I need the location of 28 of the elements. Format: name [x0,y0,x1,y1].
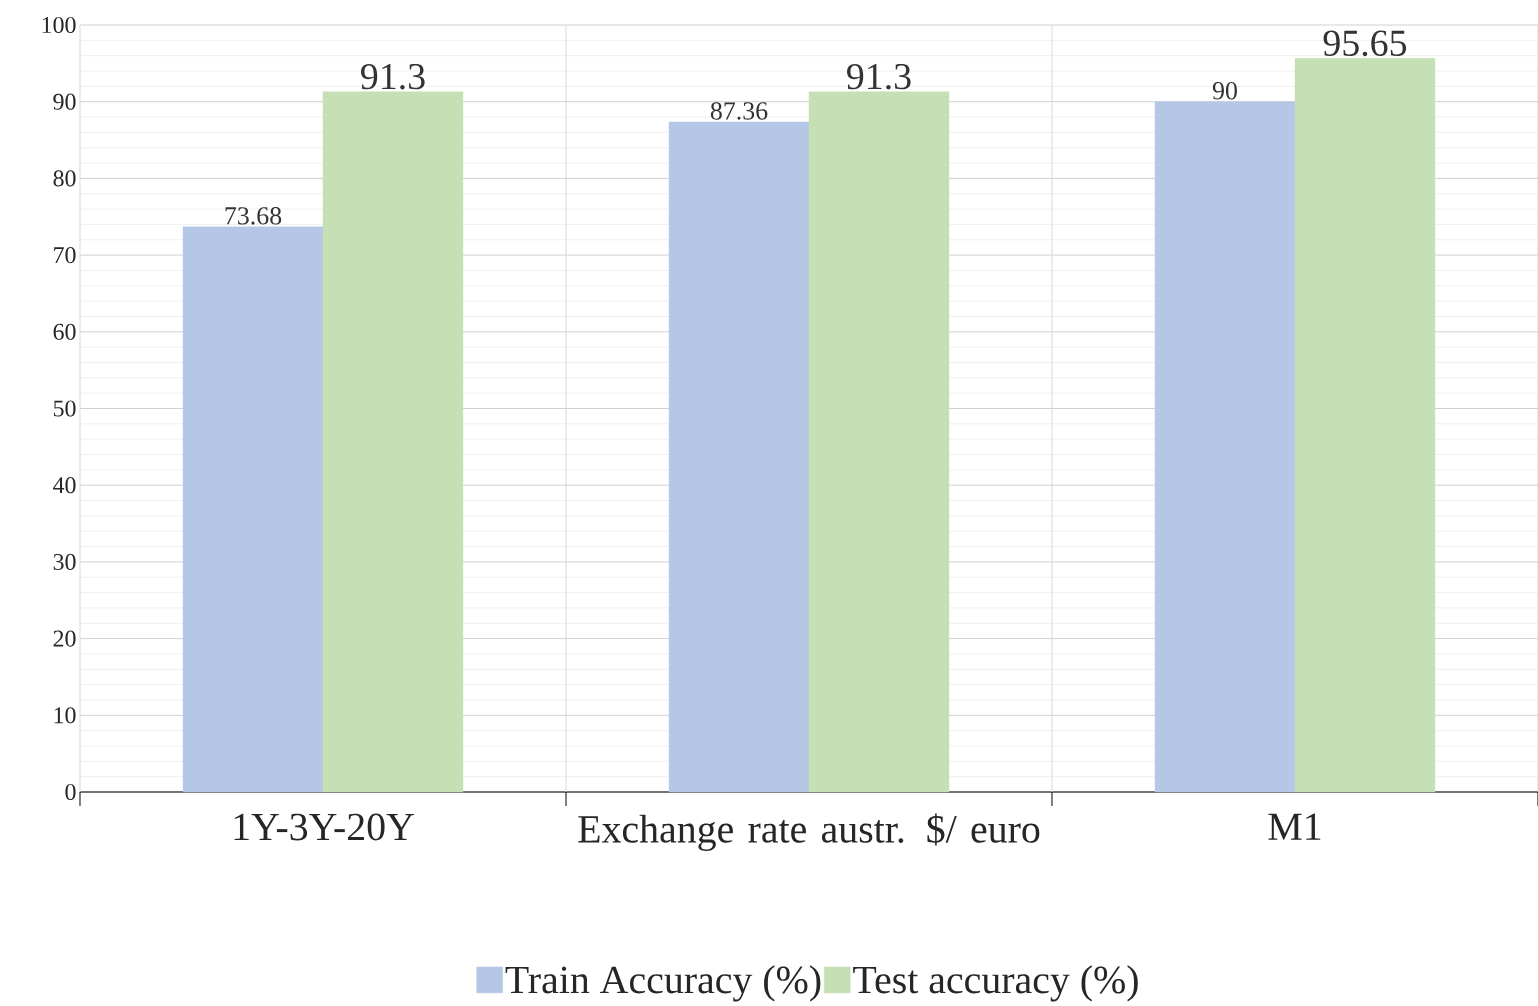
data-label: 91.3 [361,63,425,90]
data-label: 90 [1212,82,1237,100]
y-tick-label: 20 [53,630,76,647]
y-tick-label: 0 [65,783,76,801]
bar [182,226,324,793]
y-tick-label: 60 [53,323,76,340]
legend-label: Train Accuracy (%) [505,965,821,1002]
x-tick-label: M1 [1268,813,1321,840]
data-label: 87.36 [710,102,768,120]
data-label: 91.3 [847,63,911,90]
y-tick-label: 80 [53,170,76,187]
y-tick-label: 100 [42,16,76,34]
legend-label: Test accuracy (%) [853,965,1138,1002]
data-label: 73.68 [225,207,282,225]
x-tick-label: 1Y-3Y-20Y [234,813,414,841]
bar [668,121,810,793]
bar [1294,58,1436,793]
bar [322,91,464,793]
y-tick-label: 90 [53,93,76,110]
y-tick-label: 10 [54,707,76,724]
y-tick-label: 70 [54,247,76,264]
bar [1154,101,1296,793]
bar [808,91,950,793]
y-tick-label: 40 [53,477,76,494]
data-label: 95.65 [1323,30,1407,57]
y-tick-label: 30 [53,553,76,570]
y-tick-label: 50 [53,400,76,417]
x-tick-label: Exchange rate austr. $/ euro [578,813,1040,851]
